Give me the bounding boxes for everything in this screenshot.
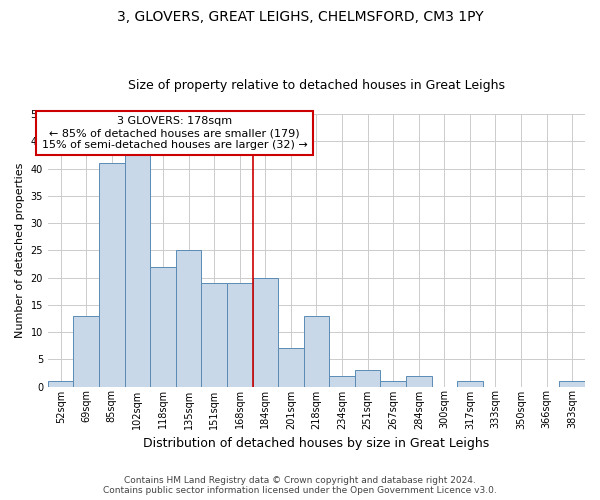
Bar xyxy=(202,283,227,387)
Y-axis label: Number of detached properties: Number of detached properties xyxy=(15,162,25,338)
Bar xyxy=(278,348,304,387)
Bar xyxy=(227,283,253,387)
Text: Contains HM Land Registry data © Crown copyright and database right 2024.
Contai: Contains HM Land Registry data © Crown c… xyxy=(103,476,497,495)
Bar xyxy=(73,316,99,386)
Bar xyxy=(406,376,431,386)
Bar xyxy=(176,250,202,386)
X-axis label: Distribution of detached houses by size in Great Leighs: Distribution of detached houses by size … xyxy=(143,437,490,450)
Bar xyxy=(380,381,406,386)
Text: 3, GLOVERS, GREAT LEIGHS, CHELMSFORD, CM3 1PY: 3, GLOVERS, GREAT LEIGHS, CHELMSFORD, CM… xyxy=(116,10,484,24)
Bar xyxy=(457,381,482,386)
Title: Size of property relative to detached houses in Great Leighs: Size of property relative to detached ho… xyxy=(128,79,505,92)
Text: 3 GLOVERS: 178sqm
← 85% of detached houses are smaller (179)
15% of semi-detache: 3 GLOVERS: 178sqm ← 85% of detached hous… xyxy=(41,116,307,150)
Bar xyxy=(253,278,278,386)
Bar xyxy=(150,266,176,386)
Bar xyxy=(329,376,355,386)
Bar xyxy=(48,381,73,386)
Bar xyxy=(125,152,150,386)
Bar xyxy=(559,381,585,386)
Bar xyxy=(355,370,380,386)
Bar xyxy=(304,316,329,386)
Bar xyxy=(99,163,125,386)
